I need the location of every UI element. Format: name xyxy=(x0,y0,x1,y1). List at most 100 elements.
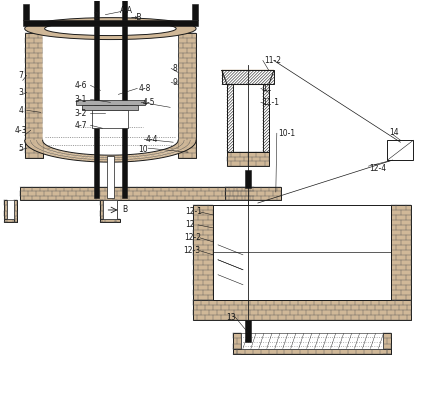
Bar xyxy=(192,4,198,20)
Polygon shape xyxy=(28,144,46,147)
Polygon shape xyxy=(172,146,190,149)
Text: 4: 4 xyxy=(19,106,24,115)
Polygon shape xyxy=(77,154,87,161)
Text: 13: 13 xyxy=(226,313,236,322)
Bar xyxy=(263,84,269,152)
Polygon shape xyxy=(123,155,131,162)
Bar xyxy=(245,320,251,342)
Text: 5: 5 xyxy=(19,144,24,153)
Polygon shape xyxy=(137,154,148,160)
Polygon shape xyxy=(82,154,91,161)
Polygon shape xyxy=(61,152,74,159)
Text: →B: →B xyxy=(130,13,142,22)
Text: 14: 14 xyxy=(389,128,399,137)
Text: 4-7: 4-7 xyxy=(74,121,87,130)
Bar xyxy=(222,70,274,84)
Text: 11: 11 xyxy=(262,84,271,93)
Polygon shape xyxy=(25,141,43,142)
Text: 9: 9 xyxy=(172,78,177,87)
Bar xyxy=(100,200,103,222)
Bar xyxy=(233,332,241,354)
Bar xyxy=(100,219,121,222)
Bar xyxy=(241,332,383,350)
Ellipse shape xyxy=(25,18,196,40)
Bar xyxy=(245,170,251,188)
Bar xyxy=(25,32,43,158)
Polygon shape xyxy=(30,146,49,149)
Text: 4-4: 4-4 xyxy=(145,135,158,144)
Polygon shape xyxy=(177,142,195,145)
Polygon shape xyxy=(178,141,196,142)
Polygon shape xyxy=(95,155,101,162)
Polygon shape xyxy=(32,146,50,150)
Polygon shape xyxy=(152,152,167,158)
Text: 12-2: 12-2 xyxy=(184,233,201,242)
Text: 4-5: 4-5 xyxy=(142,98,155,107)
Text: 4-3: 4-3 xyxy=(15,126,27,135)
Bar xyxy=(166,42,178,148)
Polygon shape xyxy=(173,145,192,148)
Polygon shape xyxy=(167,148,184,152)
Polygon shape xyxy=(44,150,60,155)
Polygon shape xyxy=(29,145,47,148)
Polygon shape xyxy=(65,153,78,159)
Polygon shape xyxy=(39,148,56,153)
Bar xyxy=(23,20,198,26)
Polygon shape xyxy=(175,144,193,147)
Bar xyxy=(20,187,254,200)
Bar xyxy=(178,32,196,158)
Text: 3: 3 xyxy=(19,88,24,97)
Polygon shape xyxy=(160,150,177,155)
Polygon shape xyxy=(176,143,194,146)
Polygon shape xyxy=(126,154,135,162)
Polygon shape xyxy=(90,155,98,162)
Bar xyxy=(388,140,414,160)
Text: 8: 8 xyxy=(172,64,177,73)
Text: 11-2: 11-2 xyxy=(264,56,281,65)
Ellipse shape xyxy=(45,22,176,36)
Bar xyxy=(225,187,281,200)
Polygon shape xyxy=(155,151,170,157)
Bar xyxy=(227,84,233,152)
Bar xyxy=(383,332,392,354)
Text: 11-1: 11-1 xyxy=(262,98,279,107)
Polygon shape xyxy=(108,155,113,162)
Bar xyxy=(392,205,411,300)
Text: 3-1: 3-1 xyxy=(74,95,87,104)
Polygon shape xyxy=(143,153,156,159)
Polygon shape xyxy=(69,153,81,160)
Text: 4-6: 4-6 xyxy=(74,81,87,90)
Text: 3-2: 3-2 xyxy=(74,109,87,118)
Polygon shape xyxy=(112,155,117,162)
Bar xyxy=(107,156,114,198)
Polygon shape xyxy=(116,155,122,162)
Text: 12-3: 12-3 xyxy=(183,246,200,255)
Polygon shape xyxy=(163,149,179,154)
Polygon shape xyxy=(177,142,196,144)
Text: 12-4: 12-4 xyxy=(370,164,387,173)
Text: 12: 12 xyxy=(185,220,194,230)
Polygon shape xyxy=(34,147,52,151)
Polygon shape xyxy=(25,142,43,144)
Bar xyxy=(92,110,128,128)
Polygon shape xyxy=(57,152,71,158)
Text: 7: 7 xyxy=(19,71,24,80)
Bar xyxy=(193,205,213,300)
Text: 12-1: 12-1 xyxy=(185,208,202,216)
Bar xyxy=(103,200,117,219)
Polygon shape xyxy=(26,142,44,145)
Text: 4-8: 4-8 xyxy=(138,84,151,93)
Polygon shape xyxy=(73,154,84,160)
Bar xyxy=(227,152,269,166)
Polygon shape xyxy=(42,149,58,154)
Polygon shape xyxy=(47,150,63,156)
Bar xyxy=(4,219,17,222)
Text: 2': 2' xyxy=(94,12,100,21)
Polygon shape xyxy=(25,140,43,141)
Polygon shape xyxy=(149,152,164,158)
Polygon shape xyxy=(51,151,66,157)
Polygon shape xyxy=(169,147,186,151)
Polygon shape xyxy=(43,34,178,155)
Bar xyxy=(14,200,17,222)
Bar xyxy=(4,200,7,222)
